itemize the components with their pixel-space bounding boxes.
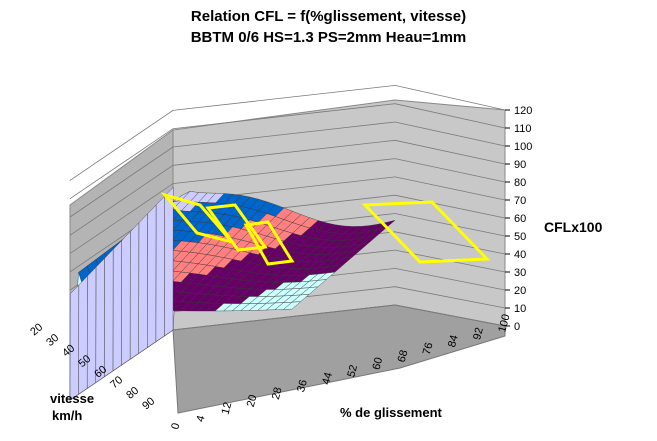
z-axis-label: CFLx100 <box>544 219 603 235</box>
gridline <box>69 103 506 200</box>
z-tick-label: 100 <box>514 141 532 153</box>
x-tick-label: 12 <box>220 401 235 416</box>
z-tick-label: 30 <box>514 267 526 279</box>
x-axis-ticks: 0 4 12 20 28 36 44 52 60 68 76 84 92 100 <box>169 313 512 431</box>
surface-front-cell <box>164 186 174 337</box>
y-axis-label-line2: km/h <box>52 408 82 423</box>
x-tick-label: 76 <box>421 341 436 356</box>
chart-title: Relation CFL = f(%glissement, vitesse) <box>190 8 467 25</box>
x-tick-label: 4 <box>194 414 207 423</box>
z-tick-label: 80 <box>514 177 526 189</box>
highlight-box <box>243 220 295 266</box>
surface-front-cell <box>78 275 88 395</box>
y-tick-label: 20 <box>28 321 45 338</box>
x-axis-label: % de glissement <box>340 405 443 420</box>
x-tick-label: 84 <box>446 334 461 349</box>
z-tick-label: 110 <box>514 123 532 135</box>
z-tick-label: 20 <box>514 285 526 297</box>
z-axis-ticks: 0 10 20 30 40 50 60 70 80 90 100 110 120 <box>505 105 532 333</box>
x-tick-label: 68 <box>396 349 411 364</box>
y-tick-label: 70 <box>108 374 125 391</box>
z-tick-label: 0 <box>514 321 520 333</box>
surface-front-cell <box>104 248 114 378</box>
z-tick-label: 120 <box>514 105 532 117</box>
surface-front-cell <box>155 195 165 343</box>
x-tick-label: 100 <box>496 313 512 334</box>
surface-front-cell <box>147 204 157 348</box>
gridline <box>69 158 506 254</box>
x-tick-label: 20 <box>245 393 260 408</box>
y-tick-label: 30 <box>44 332 61 349</box>
surface-front-cell <box>112 240 122 372</box>
x-tick-label: 92 <box>471 326 486 341</box>
highlight-box <box>205 203 268 252</box>
z-tick-label: 60 <box>514 213 526 225</box>
z-tick-label: 90 <box>514 159 526 171</box>
x-tick-label: 44 <box>320 371 335 386</box>
surface-front-cell <box>138 213 148 354</box>
surface-front-cell <box>121 231 131 366</box>
gridline <box>69 84 506 181</box>
x-tick-label: 36 <box>295 379 310 394</box>
x-tick-label: 52 <box>345 364 360 379</box>
z-tick-label: 40 <box>514 249 526 261</box>
x-tick-label: 60 <box>371 356 386 371</box>
z-tick-label: 70 <box>514 195 526 207</box>
highlight-box <box>361 200 491 264</box>
z-tick-label: 10 <box>514 303 526 315</box>
highlight-boxes <box>160 192 491 266</box>
y-tick-label: 80 <box>124 385 141 402</box>
x-tick-label: 0 <box>169 422 182 431</box>
surface-front-cell <box>69 284 80 401</box>
x-tick-label: 28 <box>270 386 285 401</box>
gridline <box>69 176 506 273</box>
gridline <box>69 139 506 236</box>
surface-front-cell <box>129 222 140 360</box>
y-axis-label-line1: vitesse <box>50 391 94 406</box>
surface-cell <box>282 301 302 310</box>
chart-subtitle: BBTM 0/6 HS=1.3 PS=2mm Heau=1mm <box>190 29 467 46</box>
y-tick-label: 90 <box>140 395 157 412</box>
z-tick-label: 50 <box>514 231 526 243</box>
gridline <box>69 121 506 218</box>
